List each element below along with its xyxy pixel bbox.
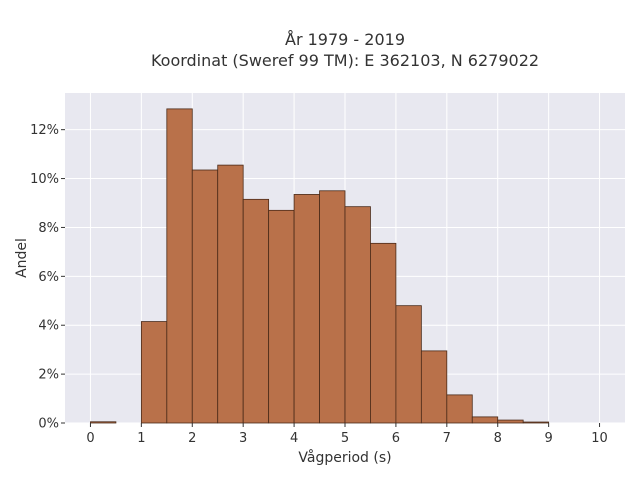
y-tick-label: 0% (38, 417, 59, 432)
histogram-bars (90, 108, 550, 424)
histogram-bar (420, 350, 448, 424)
y-tick-label: 4% (38, 319, 59, 334)
histogram-bar (446, 394, 473, 424)
y-axis-label: Andel (14, 238, 30, 278)
y-axis-ticks: 0% 2% 4% 6% 8% 10% 12% (30, 123, 65, 432)
histogram-bar (471, 416, 499, 424)
histogram-bar (191, 169, 219, 424)
histogram-bar (217, 164, 244, 424)
histogram-bar (293, 194, 320, 424)
x-tick-label: 7 (443, 431, 451, 446)
histogram-bar (140, 321, 168, 424)
x-tick-label: 0 (86, 431, 94, 446)
x-tick-label: 5 (341, 431, 349, 446)
x-tick-label: 1 (137, 431, 145, 446)
histogram-bar (497, 419, 524, 424)
chart-title-line-1: År 1979 - 2019 (285, 30, 405, 49)
histogram-bar (370, 242, 397, 424)
y-tick-label: 8% (38, 221, 59, 236)
y-tick-label: 6% (38, 270, 59, 285)
histogram-bar (319, 190, 346, 424)
histogram-bar (90, 421, 117, 424)
y-tick-label: 10% (30, 172, 59, 187)
chart-title-line-2: Koordinat (Sweref 99 TM): E 362103, N 62… (151, 51, 539, 70)
histogram-bar (166, 108, 193, 424)
histogram-bar (242, 198, 270, 424)
x-tick-label: 2 (188, 431, 196, 446)
histogram-bar (522, 421, 550, 424)
x-tick-label: 6 (392, 431, 400, 446)
x-axis-ticks: 0 1 2 3 4 5 6 7 8 9 10 (86, 423, 608, 446)
y-tick-label: 12% (30, 123, 59, 138)
x-tick-label: 3 (239, 431, 247, 446)
histogram-bar (395, 305, 422, 424)
histogram-bar (268, 209, 295, 424)
x-tick-label: 8 (494, 431, 502, 446)
x-tick-label: 9 (544, 431, 552, 446)
histogram-bar (344, 206, 371, 424)
x-tick-label: 10 (591, 431, 608, 446)
x-tick-label: 4 (290, 431, 298, 446)
y-tick-label: 2% (38, 368, 59, 383)
x-axis-label: Vågperiod (s) (298, 449, 391, 466)
